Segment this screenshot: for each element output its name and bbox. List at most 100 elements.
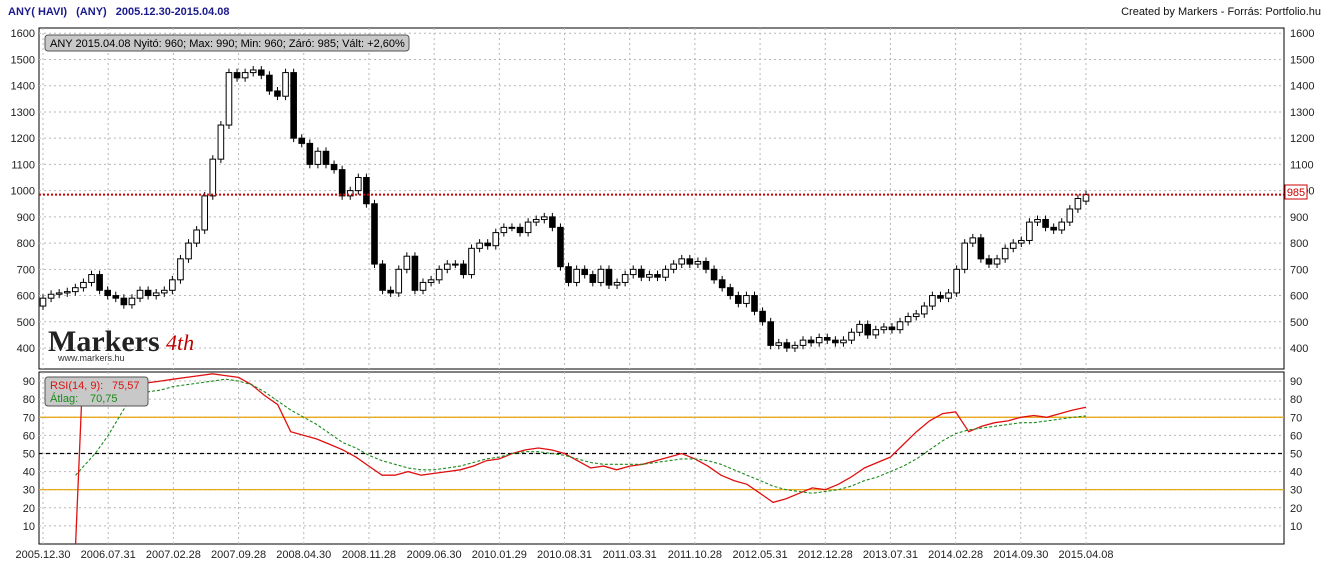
candle <box>112 291 120 303</box>
x-tick-label: 2010.08.31 <box>537 549 592 561</box>
markers-logo: Markers www.markers.hu 4th <box>48 325 194 363</box>
price-tick-label-left: 1100 <box>11 159 35 171</box>
candle-body <box>726 287 734 297</box>
x-tick-label: 2010.01.29 <box>472 549 527 561</box>
candle-body <box>856 323 863 333</box>
x-tick-label: 2007.02.28 <box>146 549 201 561</box>
candle-body <box>670 263 677 270</box>
candle <box>638 265 645 282</box>
candle-body <box>557 226 564 268</box>
candle-body <box>363 177 370 205</box>
candle <box>613 278 621 289</box>
candle-body <box>96 274 103 291</box>
rsi-tick-label-right: 50 <box>1290 448 1302 460</box>
candle-body <box>896 321 904 331</box>
candle <box>791 341 799 352</box>
rsi-tick-label-left: 60 <box>23 430 35 442</box>
candle <box>460 260 467 279</box>
rsi-tick-label-right: 60 <box>1290 430 1302 442</box>
logo-url: www.markers.hu <box>57 353 125 363</box>
candle-body <box>815 337 823 344</box>
avg-legend-label: Átlag: <box>50 392 78 405</box>
candle-body <box>266 74 273 92</box>
candle-body <box>993 258 1001 265</box>
candle <box>799 336 807 350</box>
candle-body <box>330 163 338 171</box>
candle-body <box>702 260 710 270</box>
candle <box>856 320 863 337</box>
candle <box>783 338 791 352</box>
candle <box>815 333 823 347</box>
x-tick-label: 2008.04.30 <box>276 549 331 561</box>
candle-body <box>177 258 184 281</box>
candle <box>823 333 831 345</box>
candle <box>249 66 257 77</box>
info-box-text: ANY 2015.04.08 Nyitó: 960; Max: 990; Min… <box>50 38 405 50</box>
candle <box>977 233 985 263</box>
candle <box>225 68 233 129</box>
candle-body <box>217 124 225 160</box>
candle-body <box>500 226 508 234</box>
price-tick-label-left: 1000 <box>11 186 35 198</box>
candle <box>282 68 289 101</box>
x-tick-label: 2012.05.31 <box>733 549 788 561</box>
rsi-tick-label-left: 70 <box>23 412 35 424</box>
candle <box>1050 223 1057 234</box>
candle-body <box>193 229 200 244</box>
candle <box>379 260 386 295</box>
candle-body <box>104 289 111 297</box>
candle <box>144 286 152 300</box>
candle <box>500 223 508 237</box>
candle <box>694 257 702 269</box>
candle <box>597 265 605 287</box>
candle <box>193 226 200 248</box>
candle-body <box>912 313 920 318</box>
candle-body <box>80 281 87 289</box>
candle <box>233 68 241 82</box>
candle-body <box>63 291 71 294</box>
candle-body <box>953 268 960 294</box>
candle <box>654 270 661 282</box>
candle <box>387 286 394 297</box>
candle <box>872 325 880 339</box>
logo-script: 4th <box>166 330 194 355</box>
rsi-axis-ticks: 10 10 20 20 30 30 40 40 50 50 60 60 70 70 80 80 90 90 <box>23 376 1303 533</box>
price-tick-label-right: 1400 <box>1290 81 1314 93</box>
chart-header: ANY( HAVI) (ANY) 2005.12.30-2015.04.08 <box>8 6 236 18</box>
candle-body <box>411 255 419 291</box>
candle <box>484 239 491 250</box>
price-axis-ticks: 400 400 500 500 600 600 700 700 800 800 900 900 1000… <box>11 28 1315 355</box>
candle-body <box>573 268 580 283</box>
rsi-panel[interactable] <box>38 371 1285 545</box>
candle <box>201 191 209 234</box>
candle <box>1026 218 1033 245</box>
candle <box>55 288 63 299</box>
rsi-series <box>74 373 1087 545</box>
candle <box>775 338 783 350</box>
candle-body <box>581 268 589 276</box>
candle <box>920 302 928 318</box>
x-tick-label: 2012.12.28 <box>798 549 853 561</box>
candle-body <box>969 237 977 244</box>
candle <box>80 278 87 292</box>
candle-body <box>783 342 791 349</box>
candle-body <box>355 177 362 192</box>
price-tick-label-left: 1500 <box>11 54 35 66</box>
price-tick-label-right: 1200 <box>1290 133 1314 145</box>
candle-body <box>565 266 572 283</box>
candle-body <box>460 263 467 276</box>
candle <box>993 254 1001 269</box>
candle-body <box>468 247 475 276</box>
candle <box>832 336 839 347</box>
candle-body <box>152 292 160 297</box>
candle-body <box>613 281 621 286</box>
candle-body <box>904 316 912 323</box>
candle <box>241 68 249 82</box>
candle-body <box>864 323 872 336</box>
candle-body <box>241 72 249 79</box>
candle <box>969 233 977 248</box>
candle <box>678 254 686 269</box>
candle <box>573 265 580 287</box>
candle <box>807 336 815 347</box>
